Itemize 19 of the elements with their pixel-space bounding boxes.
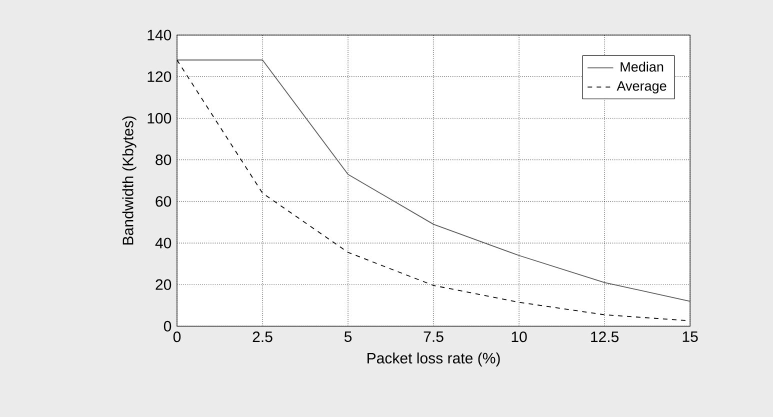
y-axis-title: Bandwidth (Kbytes) [122, 116, 136, 244]
legend-label: Median [620, 62, 664, 72]
x-tick-label: 0 [173, 331, 181, 342]
legend-label: Average [616, 81, 666, 94]
x-tick-label: 10 [512, 331, 527, 342]
y-tick-label: 100 [148, 112, 172, 124]
x-tick-label: 7.5 [424, 331, 444, 342]
x-axis-title: Packet loss rate (%) [368, 352, 500, 366]
x-tick-label: 12.5 [591, 331, 619, 342]
x-tick-label: 5 [344, 331, 352, 342]
x-tick-label: 15 [682, 331, 698, 342]
y-tick-label: 120 [148, 71, 172, 82]
x-tick-label: 2.5 [252, 331, 272, 342]
y-tick-label: 20 [156, 279, 172, 290]
y-tick-label: 40 [155, 238, 172, 248]
y-tick-label: 0 [164, 320, 172, 332]
y-tick-label: 80 [156, 154, 172, 166]
y-tick-label: 140 [148, 30, 172, 40]
y-tick-label: 60 [156, 196, 172, 207]
